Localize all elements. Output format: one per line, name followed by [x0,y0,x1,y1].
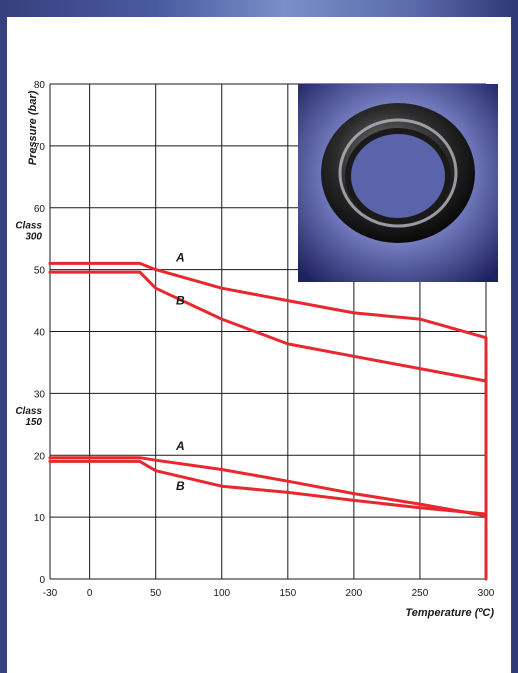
x-axis-label: Temperature (ºC) [405,607,494,619]
x-tick-label: 50 [150,588,162,599]
x-tick-label: 100 [213,588,230,599]
series-line-a-0 [48,261,488,581]
class-label-line: Class [15,406,42,417]
y-tick-label: 0 [39,575,45,586]
curve-label: A [175,250,185,264]
y-tick-label: 50 [34,266,46,277]
y-axis-label: Pressure (bar) [27,90,39,165]
class-label-line: 150 [25,417,42,428]
curve-label: B [176,294,185,308]
class-label: Class 150 [15,406,42,428]
chart-labels: Temperature (ºC)Pressure (bar)Class 300Cl… [15,90,494,619]
x-tick-label: 200 [346,588,363,599]
x-tick-label: 250 [412,588,429,599]
series-lines [48,261,488,581]
class-label-line: 300 [25,232,42,243]
y-tick-label: 10 [34,513,46,524]
x-tick-label: 300 [478,588,495,599]
series-line-b-3 [48,459,488,516]
axis-ticks: -30 0 50 100 150 200 250 300 0 10 20 30 40 50 60 70 80 [34,80,495,599]
y-tick-label: 80 [34,80,46,91]
x-tick-label: -30 [43,588,58,599]
gasket-ring-photo [298,84,498,282]
y-tick-label: 70 [34,142,46,153]
y-tick-label: 30 [34,389,46,400]
curve-label: B [176,479,185,493]
y-tick-label: 20 [34,451,46,462]
series-line-a-2 [48,456,488,518]
x-tick-label: 150 [279,588,296,599]
class-label-line: Class [15,221,42,232]
y-tick-label: 60 [34,204,46,215]
curve-label: A [175,439,185,453]
series-line-b-1 [48,270,488,383]
x-tick-label: 0 [87,588,93,599]
y-tick-label: 40 [34,328,46,339]
class-label: Class 300 [15,221,42,243]
